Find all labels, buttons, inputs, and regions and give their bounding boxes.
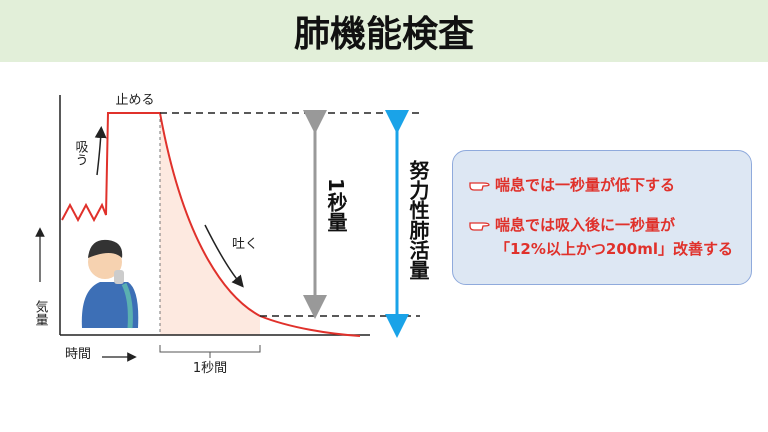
note-line: 「12%以上かつ200ml」改善する: [495, 240, 733, 258]
fev1-label: 1秒量: [324, 178, 348, 232]
note-line: 喘息では吸入後に一秒量が: [495, 216, 676, 234]
note-text: 喘息では一秒量が低下する: [495, 173, 675, 197]
fvc-label: 努力性肺活量: [406, 159, 430, 280]
note-text: 喘息では吸入後に一秒量が「12%以上かつ200ml」改善する: [495, 213, 733, 261]
inhale-arrow: [94, 126, 107, 176]
hand-icon: [469, 182, 490, 191]
hand-icon: [469, 222, 490, 231]
one-second-label: 1秒間: [193, 361, 227, 376]
hold-label: 止める: [115, 93, 154, 108]
note-line: 喘息では一秒量が低下する: [495, 176, 676, 194]
x-axis-label: 時間: [65, 347, 91, 362]
header: 肺機能検査: [0, 0, 768, 62]
volume-curve: [61, 112, 361, 337]
exhale-arrow: [204, 224, 244, 288]
note-box: 喘息では一秒量が低下する 喘息では吸入後に一秒量が「12%以上かつ200ml」改善…: [452, 150, 752, 285]
fev1-area: [160, 113, 260, 335]
bracket: [159, 345, 261, 358]
exhale-label: 吐く: [232, 237, 258, 252]
note-item: 喘息では一秒量が低下する: [469, 173, 741, 197]
note-item: 喘息では吸入後に一秒量が「12%以上かつ200ml」改善する: [469, 213, 741, 261]
y-axis-label: 気量: [33, 299, 49, 326]
inhale-label: 吸う: [73, 140, 88, 166]
title: 肺機能検査: [293, 14, 474, 55]
person-icon: [81, 239, 139, 329]
